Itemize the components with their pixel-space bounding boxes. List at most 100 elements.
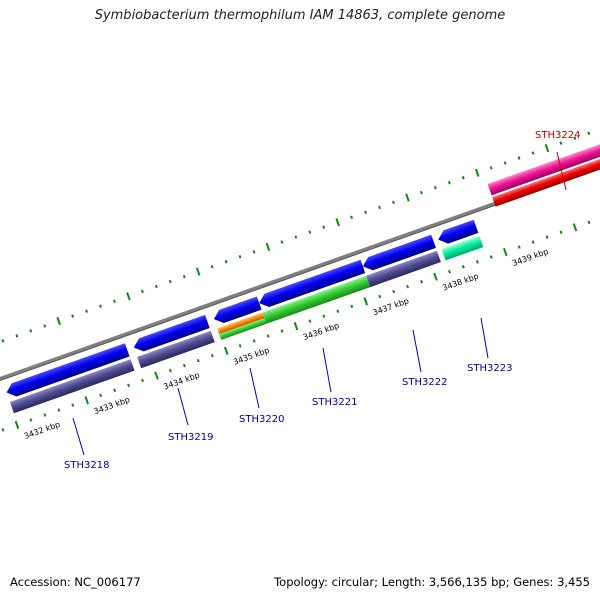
gene-STH3219-cds-bar[interactable] [137, 330, 215, 369]
scale-tick [141, 378, 144, 383]
genome-title: Symbiobacterium thermophilum IAM 14863, … [94, 8, 506, 23]
scale-tick [461, 176, 465, 180]
scale-tick [350, 304, 354, 309]
leader-STH3221 [322, 347, 332, 393]
scale-tick [474, 168, 480, 177]
scale-tick [182, 363, 186, 368]
kbp-label: 3434 kbp [162, 370, 201, 391]
kbp-label: 3435 kbp [232, 346, 271, 367]
scale-tick [154, 371, 159, 380]
scale-tick [252, 250, 256, 254]
scale-tick [573, 136, 577, 140]
gene-leader-lines [72, 317, 489, 456]
gene-STH3219-arrow[interactable] [131, 314, 210, 354]
scale-tick [43, 413, 47, 417]
scale-tick [433, 272, 438, 281]
scale-tick [406, 284, 410, 289]
scale-tick [363, 297, 369, 306]
gene-label-STH3222[interactable]: STH3222 [402, 377, 447, 388]
scale-tick [489, 166, 493, 170]
gene-STH3222-cds-bar[interactable] [366, 250, 441, 288]
scale-tick [559, 141, 563, 145]
scale-tick [448, 270, 451, 274]
scale-tick [461, 265, 465, 269]
scale-tick [517, 245, 521, 249]
gene-STH3221-rna-bar[interactable] [262, 275, 371, 324]
scale-tick [1, 339, 5, 343]
scale-tick [56, 316, 61, 326]
scale-tick [14, 420, 20, 430]
gene-label-STH3219[interactable]: STH3219 [168, 432, 213, 443]
kbp-label: 3438 kbp [441, 272, 480, 293]
gene-STH3222-arrow[interactable] [361, 234, 436, 273]
gene-STH3224-reverse-bar[interactable] [492, 147, 600, 207]
gene-STH3218-cds-bar[interactable] [9, 359, 135, 414]
scale-tick [196, 358, 200, 363]
kbp-label: 3432 kbp [23, 420, 62, 441]
scale-tick [350, 215, 354, 220]
gene-label-STH3223[interactable]: STH3223 [467, 363, 512, 374]
scale-tick [168, 368, 172, 373]
scale-tick [224, 259, 228, 264]
scale-tick [43, 324, 47, 328]
gene-STH3223-rna-bar[interactable] [441, 235, 484, 261]
scale-tick [502, 247, 508, 257]
leader-STH3219 [177, 387, 189, 426]
gene-label-STH3224[interactable]: STH3224 [535, 130, 580, 141]
leader-STH3220 [249, 367, 260, 409]
scale-tick [29, 418, 33, 422]
scale-tick [85, 309, 89, 313]
accession-text: Accession: NC_006177 [10, 575, 141, 589]
leader-STH3224 [556, 151, 567, 191]
scale-tick [531, 240, 535, 244]
scale-tick [336, 309, 340, 314]
gene-STH3223-arrow[interactable] [436, 219, 479, 247]
genome-backbone-shadow [0, 153, 600, 395]
scale-tick [517, 156, 521, 160]
scale-tick [168, 279, 172, 284]
scale-tick [113, 388, 117, 393]
scale-tick [84, 396, 89, 405]
scale-tick [293, 322, 299, 331]
scale-tick [99, 393, 103, 398]
scale-tick [559, 230, 563, 234]
gene-label-STH3218[interactable]: STH3218 [64, 460, 109, 471]
gene-STH3220-rna-bar-lower[interactable] [219, 318, 267, 340]
gene-STH3221-arrow[interactable] [257, 259, 366, 310]
scale-tick [420, 279, 423, 284]
scale-tick [265, 242, 271, 252]
gene-label-STH3220[interactable]: STH3220 [239, 414, 284, 425]
scale-tick [154, 284, 158, 289]
scale-tick [545, 235, 549, 239]
scale-tick [392, 200, 395, 205]
scale-tick [238, 255, 242, 259]
scale-tick [489, 255, 493, 259]
scale-tick [182, 274, 186, 279]
gene-label-STH3221[interactable]: STH3221 [312, 397, 357, 408]
scale-tick [1, 428, 5, 432]
gene-STH3220-arrow[interactable] [212, 296, 262, 325]
scale-tick [210, 354, 214, 358]
scale-tick [29, 329, 33, 333]
scale-tick [587, 131, 591, 136]
scale-tick [503, 161, 507, 165]
kbp-label: 3436 kbp [302, 321, 341, 342]
scale-tick [195, 267, 201, 276]
scale-tick [531, 151, 535, 155]
genome-backbone [0, 150, 600, 395]
scale-tick [378, 205, 381, 210]
scale-tick [475, 260, 479, 264]
scale-tick [572, 223, 578, 232]
kbp-label: 3437 kbp [372, 296, 411, 317]
scale-tick [405, 193, 410, 202]
scale-tick [223, 346, 229, 355]
scale-tick [322, 314, 326, 318]
scale-tick [266, 334, 270, 338]
scale-tick [238, 344, 242, 348]
gene-STH3218-arrow[interactable] [4, 343, 130, 399]
scale-tick [113, 299, 116, 304]
gene-STH3220-rna-bar[interactable] [217, 312, 265, 335]
scale-tick [99, 304, 102, 308]
